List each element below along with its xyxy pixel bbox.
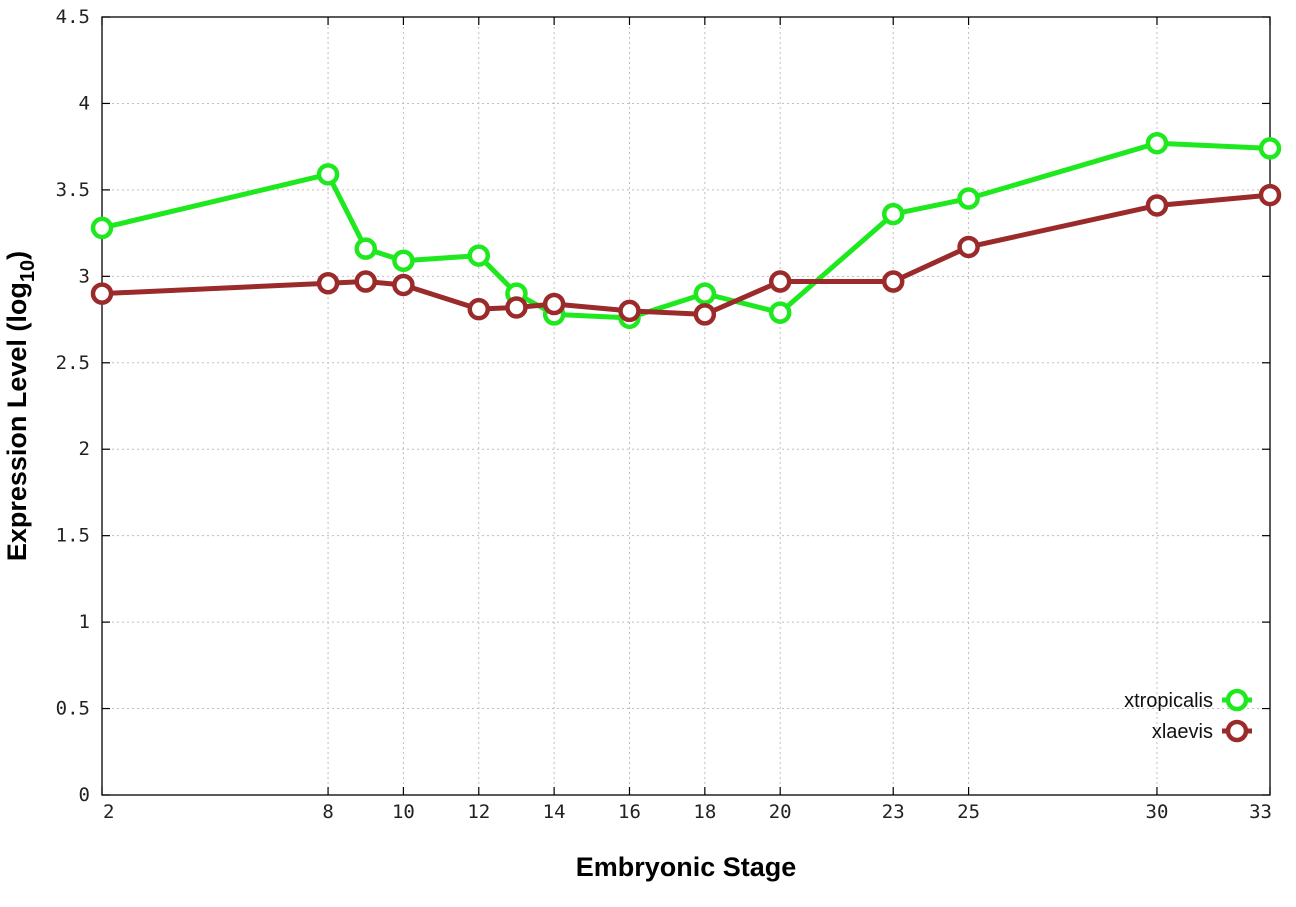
legend-label: xtropicalis — [1124, 690, 1213, 712]
x-tick-label: 23 — [882, 801, 905, 823]
series-xlaevis — [90, 183, 1282, 326]
series-group — [90, 131, 1282, 330]
legend: xtropicalis xlaevis — [1124, 688, 1252, 743]
data-point — [1145, 194, 1169, 217]
data-point — [354, 270, 377, 293]
data-point — [957, 187, 980, 210]
y-axis-title-subscript: 10 — [17, 260, 39, 282]
data-point — [881, 270, 905, 293]
x-tick-label: 20 — [769, 801, 792, 823]
x-tick-label: 2 — [103, 801, 114, 823]
x-axis-tick-labels: 2 8 10 12 14 16 18 20 23 25 30 33 — [103, 801, 1272, 823]
data-point — [392, 249, 415, 273]
data-point — [505, 296, 528, 319]
data-point — [90, 216, 114, 240]
data-point — [618, 299, 641, 323]
data-point — [881, 202, 905, 226]
data-point — [1258, 183, 1282, 207]
legend-swatch-marker — [1225, 719, 1249, 743]
data-point — [693, 282, 717, 305]
y-axis-title-main: Expression Level (log — [2, 282, 32, 561]
x-tick-label: 16 — [618, 801, 641, 823]
data-point — [1258, 137, 1282, 160]
data-point — [316, 163, 340, 186]
y-axis-title: Expression Level (log10) — [2, 251, 39, 561]
x-tick-label: 14 — [543, 801, 566, 823]
y-tick-label: 3 — [79, 265, 90, 287]
y-tick-label: 4 — [79, 92, 90, 114]
series-line — [101, 140, 1271, 321]
x-tick-label: 33 — [1249, 801, 1272, 823]
y-axis-tick-labels: 0 0.5 1 1.5 2 2.5 3 3.5 4 4.5 — [56, 6, 90, 806]
legend-swatch-marker — [1225, 688, 1249, 712]
x-tick-label: 10 — [392, 801, 415, 823]
data-point — [768, 270, 792, 293]
x-tick-label: 12 — [467, 801, 490, 823]
y-tick-label: 2 — [79, 438, 90, 460]
data-point — [542, 292, 566, 316]
x-tick-label: 8 — [322, 801, 333, 823]
y-tick-label: 2.5 — [56, 352, 90, 374]
x-tick-label: 25 — [957, 801, 980, 823]
legend-label: xlaevis — [1152, 721, 1213, 743]
data-point — [467, 244, 491, 267]
data-point — [768, 301, 792, 324]
data-point — [693, 303, 717, 326]
x-axis-title: Embryonic Stage — [576, 852, 797, 882]
data-point — [1145, 131, 1169, 155]
x-tick-label: 18 — [693, 801, 716, 823]
y-tick-label: 3.5 — [56, 179, 90, 201]
y-tick-label: 1.5 — [56, 525, 90, 547]
y-tick-label: 0 — [79, 784, 90, 806]
grid — [102, 17, 1270, 795]
series-line — [101, 192, 1271, 317]
data-point — [90, 282, 114, 305]
y-tick-label: 4.5 — [56, 6, 90, 28]
series-xtropicalis — [90, 131, 1282, 330]
data-point — [316, 271, 340, 295]
data-point — [354, 237, 377, 260]
data-point — [392, 273, 415, 297]
data-point — [467, 297, 491, 321]
y-axis-title-close: ) — [2, 251, 32, 260]
plot-frame — [101, 16, 1271, 796]
data-point — [957, 235, 980, 259]
y-tick-label: 1 — [79, 611, 90, 633]
axis-ticks — [101, 16, 1271, 796]
x-tick-label: 30 — [1146, 801, 1169, 823]
y-tick-label: 0.5 — [56, 698, 90, 720]
